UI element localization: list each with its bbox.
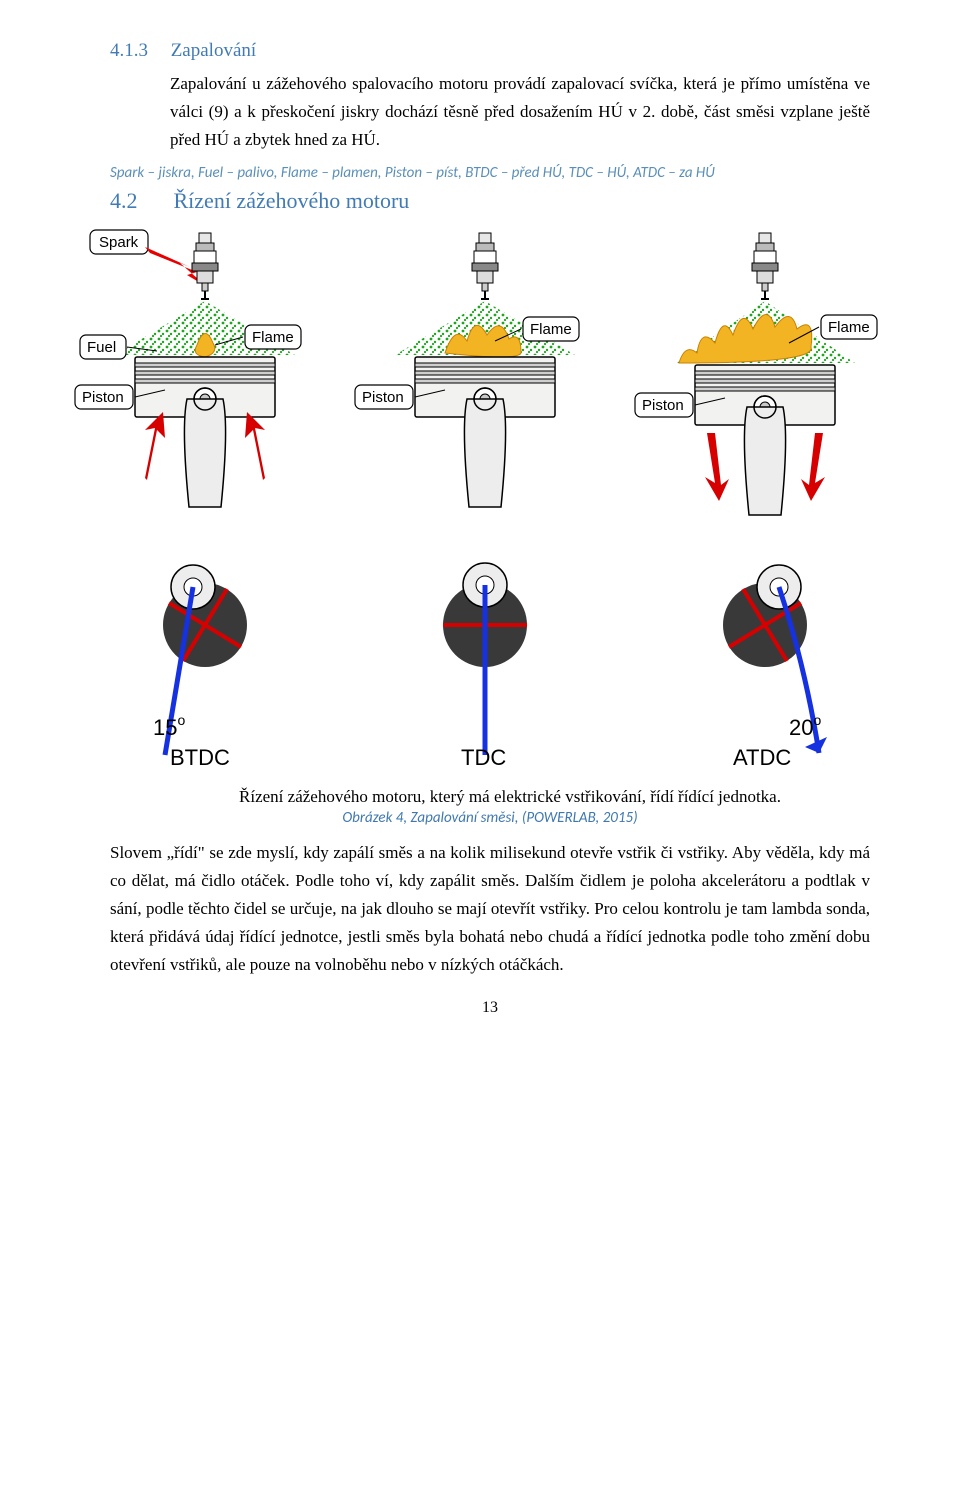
diagram-legend: Spark – jiskra, Fuel – palivo, Flame – p… [110, 164, 870, 182]
arrow-up-right [245, 412, 265, 480]
arrow-down-left [705, 433, 729, 501]
subsection-heading-413: 4.1.3 Zapalování [110, 40, 870, 62]
label-btdc: BTDC [170, 745, 230, 770]
paragraph-2: Slovem „řídí" se zde myslí, kdy zapálí s… [110, 839, 870, 979]
combustion-diagram: Spark Fuel Flame [70, 225, 900, 785]
label-piston-1: Piston [82, 389, 124, 406]
subsection-title: Řízení zážehového motoru [174, 188, 410, 213]
label-fuel: Fuel [87, 339, 116, 356]
paragraph-1: Zapalování u zážehového spalovacího moto… [170, 70, 870, 154]
page-number: 13 [110, 999, 870, 1017]
lead-sentence: Řízení zážehového motoru, který má elekt… [110, 787, 870, 807]
section-title: Zapalování [171, 40, 256, 61]
label-spark: Spark [99, 234, 139, 251]
subsection-number: 4.2 [110, 188, 138, 213]
label-flame-3: Flame [828, 319, 870, 336]
arrow-down-right [801, 433, 825, 501]
svg-text:15o: 15o [153, 712, 185, 740]
section-number: 4.1.3 [110, 40, 148, 61]
btdc-deg: 15 [153, 715, 177, 740]
label-atdc: ATDC [733, 745, 791, 770]
flame-large [679, 315, 812, 364]
arrow-up-left [145, 412, 165, 480]
label-tdc: TDC [461, 745, 506, 770]
subsection-heading-42: 4.2 Řízení zážehového motoru [110, 188, 870, 215]
label-flame-1: Flame [252, 329, 294, 346]
atdc-deg: 20 [789, 715, 813, 740]
figure-caption: Obrázek 4, Zapalování směsi, (POWERLAB, … [110, 809, 870, 827]
label-flame-2: Flame [530, 321, 572, 338]
label-piston-3: Piston [642, 397, 684, 414]
label-piston-2: Piston [362, 389, 404, 406]
spark-plug-icon [192, 233, 218, 299]
